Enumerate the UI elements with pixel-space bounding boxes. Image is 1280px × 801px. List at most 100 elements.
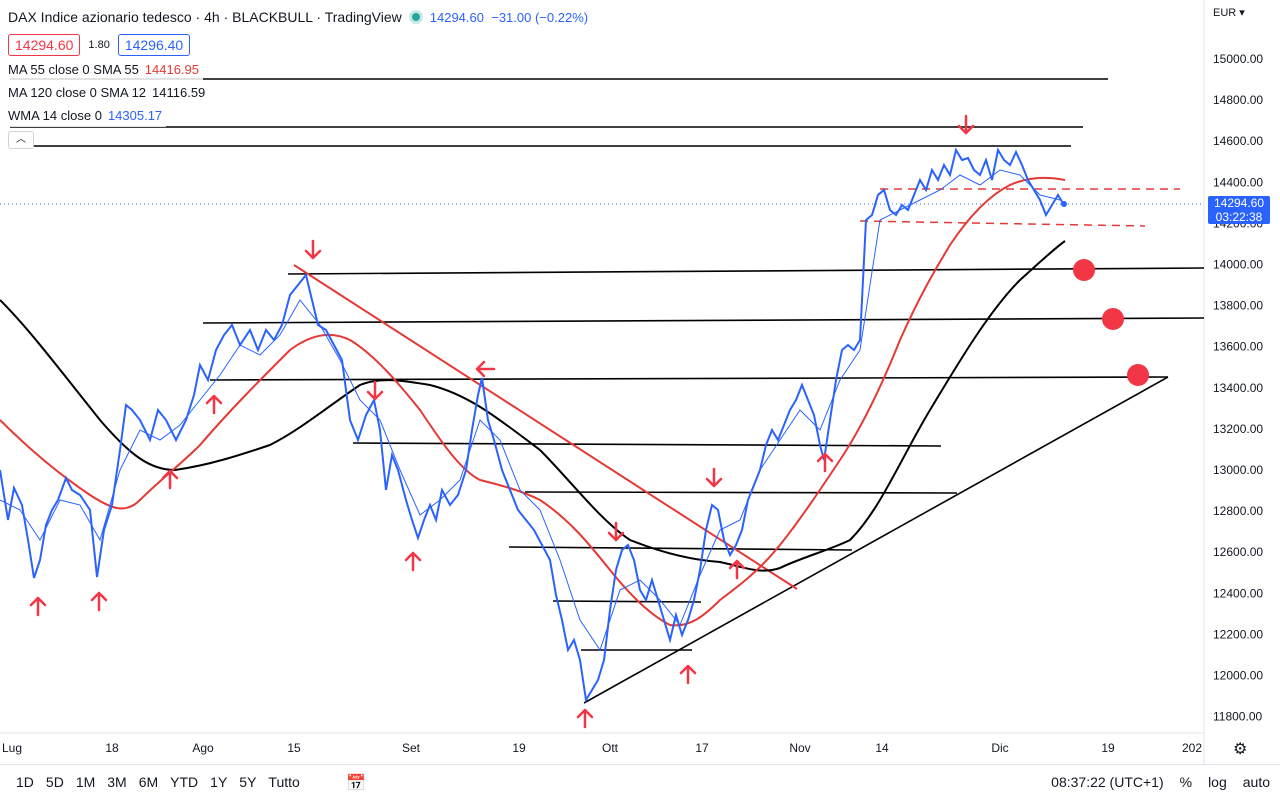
target-marker (1102, 308, 1124, 330)
support-line (552, 600, 702, 603)
indicator-wma14[interactable]: WMA 14 close 0 14305.17 (8, 104, 167, 127)
arrow-left-icon (475, 360, 496, 378)
sell-button[interactable]: 14294.60 (8, 34, 81, 56)
current-price-label: 14294.60 03:22:38 (1208, 196, 1270, 224)
time-tick-label: Lug (2, 741, 22, 755)
timeframe-button[interactable]: 1D (16, 774, 34, 790)
price-tick-label: 12200.00 (1213, 627, 1263, 641)
timeframe-button[interactable]: 5Y (239, 774, 257, 790)
trend-line-up (583, 376, 1169, 704)
percent-toggle[interactable]: % (1179, 774, 1193, 790)
price-tick-label: 14000.00 (1213, 258, 1263, 272)
price-tick-label: 12800.00 (1213, 504, 1263, 518)
time-axis[interactable]: Lug 18 Ago 15 Set 19 Ott 17 Nov 14 Dic 19 202 (2, 741, 1202, 755)
arrow-up-icon (576, 708, 594, 729)
price-tick-label: 14400.00 (1213, 175, 1263, 189)
time-tick-label: Ago (192, 741, 214, 755)
price-tick-label: 13000.00 (1213, 463, 1263, 477)
support-line (352, 442, 942, 447)
arrow-up-icon (679, 664, 697, 685)
clock[interactable]: 08:37:22 (UTC+1) (1051, 774, 1164, 790)
time-tick-label: Ott (602, 741, 619, 755)
arrow-up-icon (816, 452, 834, 473)
chart-legend: DAX Indice azionario tedesco · 4h · BLAC… (8, 8, 588, 149)
resistance-line (202, 317, 1205, 324)
chevron-up-icon[interactable]: ︿ (8, 131, 34, 149)
indicator-ma120[interactable]: MA 120 close 0 SMA 12 14116.59 (8, 81, 210, 104)
timeframe-button[interactable]: 5D (45, 774, 64, 790)
chart-title[interactable]: DAX Indice azionario tedesco · 4h · BLAC… (8, 9, 402, 25)
buy-button[interactable]: 14296.40 (117, 34, 191, 56)
resistance-line (209, 376, 1169, 381)
current-price-value: 14294.60 (1213, 196, 1265, 210)
timeframe-button[interactable]: 1M (75, 774, 96, 790)
ma55-line (0, 176, 1066, 627)
bottom-toolbar: 1D 5D 1M 3M 6M YTD 1Y 5Y Tutto 📅 08:37:22 (UTC+1… (0, 764, 1280, 801)
price-tick-label: 13200.00 (1213, 422, 1263, 436)
price-tick-label: 12000.00 (1213, 669, 1263, 683)
market-status-icon (411, 13, 420, 21)
price-tick-label: 12600.00 (1213, 545, 1263, 559)
trend-line-down[interactable] (293, 264, 798, 590)
support-line (508, 546, 853, 551)
time-tick-label: 202 (1182, 741, 1202, 755)
time-tick-label: Dic (991, 741, 1008, 755)
currency-selector[interactable]: EUR ▾ (1213, 7, 1245, 19)
calendar-icon[interactable]: 📅 (346, 775, 366, 792)
timeframe-button[interactable]: Tutto (268, 774, 300, 790)
quote-summary: 14294.60 −31.00 (−0.22%) (429, 9, 589, 25)
time-tick-label: Nov (789, 741, 810, 755)
arrow-up-icon (90, 591, 108, 612)
time-tick-label: Set (402, 741, 421, 755)
arrow-up-icon (161, 469, 179, 490)
timeframe-button[interactable]: 6M (138, 774, 159, 790)
arrow-up-icon (205, 394, 223, 415)
price-axis[interactable]: 15000.0014800.0014600.0014400.0014200.00… (1213, 52, 1263, 724)
price-tick-label: 13800.00 (1213, 299, 1263, 313)
price-tick-label: 14800.00 (1213, 93, 1263, 107)
price-tick-label: 13400.00 (1213, 381, 1263, 395)
arrow-down-icons (304, 114, 975, 542)
arrow-up-icon (404, 551, 422, 572)
auto-toggle[interactable]: auto (1242, 774, 1270, 790)
time-tick-label: 17 (695, 741, 709, 755)
arrow-down-icon (607, 521, 625, 542)
price-tick-label: 15000.00 (1213, 52, 1263, 66)
arrow-down-icon (304, 239, 322, 260)
range-bottom-line[interactable] (859, 220, 1146, 227)
resistance-line (287, 267, 1205, 275)
timeframe-button[interactable]: YTD (170, 774, 199, 790)
price-tick-label: 14600.00 (1213, 134, 1263, 148)
arrow-down-icon (957, 114, 975, 135)
spread-value: 1.80 (88, 39, 110, 51)
target-markers[interactable] (1073, 259, 1149, 386)
target-marker (1127, 364, 1149, 386)
price-line (0, 147, 1065, 703)
timeframe-button[interactable]: 3M (107, 774, 127, 790)
time-tick-label: 19 (512, 741, 526, 755)
log-toggle[interactable]: log (1208, 774, 1227, 790)
support-line (524, 491, 958, 494)
time-tick-label: 19 (1101, 741, 1115, 755)
arrow-up-icon (728, 559, 746, 580)
price-tick-label: 12400.00 (1213, 586, 1263, 600)
last-price-dot (1061, 201, 1067, 207)
time-tick-label: 18 (105, 741, 119, 755)
wma14-line (0, 169, 1061, 652)
timeframe-list: 1D 5D 1M 3M 6M YTD 1Y 5Y Tutto (16, 774, 300, 790)
arrow-down-icon (705, 467, 723, 488)
price-tick-label: 13600.00 (1213, 340, 1263, 354)
time-tick-label: 14 (875, 741, 889, 755)
arrow-up-icons (29, 394, 834, 729)
bar-countdown: 03:22:38 (1215, 210, 1263, 224)
gear-icon[interactable]: ⚙ (1233, 741, 1248, 758)
ma120-line (0, 240, 1066, 572)
arrow-up-icon (29, 596, 47, 617)
price-tick-label: 11800.00 (1213, 710, 1262, 724)
time-tick-label: 15 (287, 741, 301, 755)
indicator-ma55[interactable]: MA 55 close 0 SMA 55 14416.95 (8, 58, 204, 81)
timeframe-button[interactable]: 1Y (210, 774, 228, 790)
arrow-down-icon (366, 380, 384, 401)
target-marker (1073, 259, 1095, 281)
